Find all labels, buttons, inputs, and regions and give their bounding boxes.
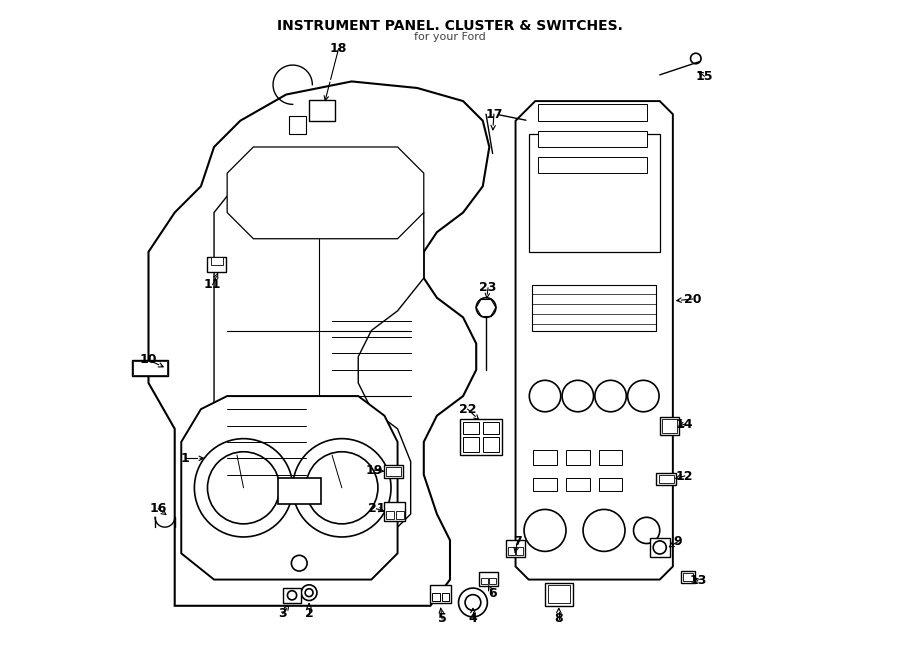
Circle shape [292, 555, 307, 571]
Circle shape [458, 588, 488, 617]
Bar [538, 104, 646, 121]
Bar [659, 475, 673, 483]
Circle shape [627, 380, 659, 412]
Bar [396, 511, 404, 519]
Circle shape [690, 54, 701, 63]
Bar [548, 586, 570, 603]
Circle shape [292, 439, 391, 537]
Bar [545, 583, 572, 605]
Bar [386, 467, 400, 476]
Circle shape [287, 591, 297, 600]
Bar [517, 547, 524, 555]
Bar [533, 450, 557, 465]
Circle shape [524, 510, 566, 551]
Text: 2: 2 [305, 607, 313, 620]
Bar [598, 478, 623, 491]
Text: 14: 14 [676, 418, 693, 431]
Text: 12: 12 [676, 469, 693, 483]
Bar [490, 578, 496, 584]
Bar [386, 511, 394, 519]
Text: 19: 19 [366, 463, 383, 477]
Bar [442, 593, 449, 601]
Bar [464, 422, 480, 434]
Text: 9: 9 [674, 535, 682, 548]
Bar [482, 578, 488, 584]
Bar [506, 539, 526, 557]
Bar [538, 157, 646, 173]
Polygon shape [227, 147, 424, 239]
Bar [278, 478, 321, 504]
Text: 7: 7 [513, 535, 522, 548]
Bar [384, 465, 403, 478]
Text: 11: 11 [204, 278, 221, 291]
Bar [430, 586, 451, 603]
Bar [533, 478, 557, 491]
Bar [133, 362, 166, 375]
Circle shape [529, 380, 561, 412]
Text: 1: 1 [180, 452, 189, 465]
Text: 15: 15 [696, 69, 713, 83]
Bar [656, 473, 676, 485]
Text: INSTRUMENT PANEL. CLUSTER & SWITCHES.: INSTRUMENT PANEL. CLUSTER & SWITCHES. [277, 19, 623, 33]
Bar [384, 502, 405, 521]
Text: 20: 20 [684, 293, 701, 305]
Bar [538, 131, 646, 147]
Circle shape [306, 451, 378, 524]
Text: 5: 5 [437, 612, 446, 625]
Bar [132, 360, 168, 376]
Bar [532, 285, 656, 330]
Bar [680, 571, 695, 583]
Polygon shape [181, 396, 398, 580]
Bar [683, 573, 693, 581]
Circle shape [476, 297, 496, 317]
Circle shape [653, 541, 666, 554]
Text: 4: 4 [469, 612, 477, 625]
Circle shape [194, 439, 292, 537]
Bar [650, 538, 670, 557]
Bar [464, 438, 480, 451]
Bar [662, 419, 678, 434]
Bar [208, 257, 226, 272]
Text: 16: 16 [149, 502, 167, 516]
Polygon shape [148, 81, 490, 605]
Text: 10: 10 [140, 354, 158, 366]
Bar [482, 422, 500, 434]
Polygon shape [214, 167, 424, 540]
Bar [660, 417, 680, 436]
Text: 3: 3 [278, 607, 287, 620]
Text: 8: 8 [554, 612, 563, 625]
Text: 21: 21 [368, 502, 385, 516]
Circle shape [465, 595, 481, 610]
Bar [211, 257, 222, 265]
Text: 6: 6 [489, 588, 497, 600]
Text: 22: 22 [459, 403, 476, 416]
Bar [432, 593, 440, 601]
Bar [309, 100, 336, 121]
Bar [460, 419, 502, 455]
Bar [566, 450, 590, 465]
Circle shape [583, 510, 625, 551]
Bar [283, 588, 302, 603]
Bar [482, 438, 500, 451]
Text: 18: 18 [330, 42, 347, 55]
Circle shape [634, 518, 660, 543]
Polygon shape [516, 101, 673, 580]
Bar [528, 134, 660, 252]
Bar [566, 478, 590, 491]
Text: for your Ford: for your Ford [414, 32, 486, 42]
Bar [290, 116, 306, 134]
Circle shape [208, 451, 280, 524]
Text: 13: 13 [689, 574, 706, 588]
Text: 17: 17 [485, 108, 503, 121]
Bar [508, 547, 515, 555]
Circle shape [595, 380, 626, 412]
Bar [598, 450, 623, 465]
Bar [480, 572, 498, 586]
Circle shape [562, 380, 593, 412]
Text: 23: 23 [480, 282, 497, 294]
Circle shape [305, 589, 313, 597]
Circle shape [302, 585, 317, 601]
